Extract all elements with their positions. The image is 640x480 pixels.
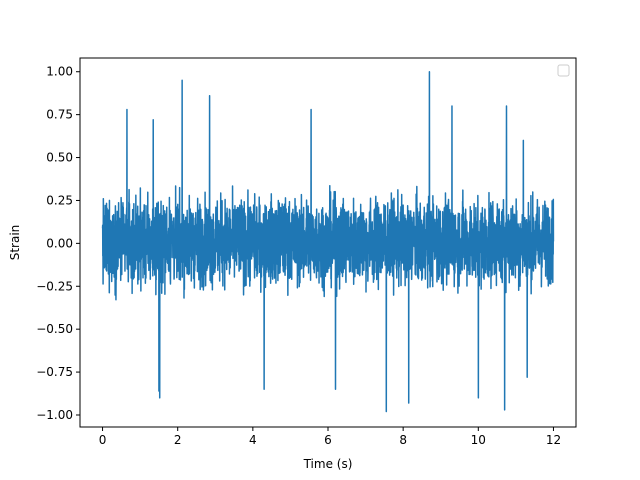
y-tick-label: −0.75: [36, 365, 73, 379]
x-tick-label: 10: [471, 433, 486, 447]
y-tick-label: 0.00: [46, 236, 73, 250]
legend-box: [557, 64, 570, 77]
y-tick-label: 0.50: [46, 151, 73, 165]
x-axis-label: Time (s): [303, 457, 353, 471]
x-tick-label: 12: [546, 433, 561, 447]
y-tick-label: −0.25: [36, 279, 73, 293]
series-layer: [101, 70, 555, 413]
plot-area: [79, 57, 577, 428]
x-tick-label: 4: [249, 433, 257, 447]
y-tick-label: 0.25: [46, 193, 73, 207]
y-tick-label: 1.00: [46, 65, 73, 79]
y-tick-label: −0.50: [36, 322, 73, 336]
y-axis: −1.00 −0.75 −0.50 −0.25 0.00 0.25 0.50 0.75 1.00: [36, 65, 80, 422]
y-axis-label: Strain: [8, 225, 22, 261]
x-tick-label: 8: [399, 433, 407, 447]
y-tick-label: 0.75: [46, 108, 73, 122]
x-tick-label: 0: [99, 433, 107, 447]
y-tick-label: −1.00: [36, 408, 73, 422]
strain-series-line: [101, 70, 555, 413]
x-tick-label: 2: [174, 433, 182, 447]
x-tick-label: 6: [324, 433, 332, 447]
x-axis: 0 2 4 6 8 10 12: [99, 427, 561, 447]
